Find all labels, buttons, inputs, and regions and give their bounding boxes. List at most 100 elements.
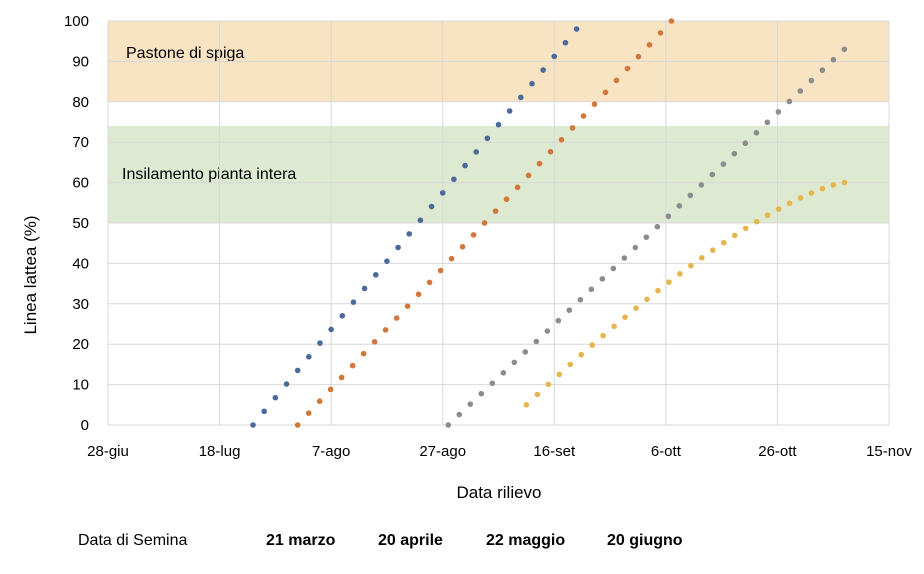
x-tick-label: 7-ago [312, 443, 350, 460]
data-point [775, 109, 782, 115]
data-point [261, 408, 268, 415]
data-point [573, 26, 580, 32]
data-point [808, 190, 815, 196]
data-point [830, 56, 837, 63]
x-tick-label: 15-nov [866, 443, 912, 460]
data-point [522, 349, 529, 355]
y-tick-label: 0 [81, 417, 89, 434]
data-point [600, 332, 606, 339]
data-point [467, 401, 474, 407]
data-point [349, 362, 356, 369]
data-point [622, 314, 628, 320]
data-point [503, 196, 510, 203]
y-tick-label: 10 [72, 377, 89, 394]
data-point [635, 53, 642, 60]
data-point [328, 326, 334, 333]
data-point [610, 265, 617, 272]
data-point [439, 190, 446, 196]
data-point [506, 108, 513, 114]
legend-item-series-4: 20 giugno [607, 532, 683, 549]
data-point [633, 305, 639, 311]
data-point [655, 287, 661, 294]
data-point [495, 121, 502, 128]
data-point [665, 213, 672, 220]
x-tick-label: 27-ago [419, 443, 466, 460]
data-point [797, 195, 804, 201]
legend-item-series-2: 20 aprile [378, 532, 443, 549]
data-point [753, 129, 760, 136]
data-point [688, 262, 694, 269]
data-point [511, 359, 518, 366]
y-tick-label: 100 [64, 13, 89, 30]
data-point [657, 30, 664, 36]
data-point [473, 149, 479, 155]
data-point [742, 140, 749, 147]
data-point [764, 119, 771, 126]
data-point [731, 150, 738, 157]
data-point [470, 232, 477, 238]
data-point [547, 148, 554, 155]
data-point [624, 65, 631, 72]
y-tick-label: 30 [72, 296, 89, 313]
data-point [709, 247, 716, 253]
data-point [709, 171, 716, 178]
data-point [841, 179, 848, 186]
data-point [797, 88, 804, 94]
y-tick-label: 90 [72, 53, 89, 70]
y-tick-label: 80 [72, 94, 89, 111]
data-point [305, 410, 312, 416]
data-point [677, 271, 683, 277]
data-point [372, 272, 379, 278]
series-2 [294, 18, 675, 428]
data-point [283, 381, 290, 387]
data-point [456, 411, 463, 418]
data-point [478, 390, 485, 397]
data-point [643, 234, 650, 240]
legend-item-series-1: 21 marzo [266, 532, 336, 549]
data-point [350, 299, 357, 305]
y-axis-title: Linea lattea (%) [21, 215, 40, 334]
data-point [544, 328, 551, 334]
data-point [786, 98, 793, 105]
data-point [742, 225, 749, 232]
data-point [523, 402, 530, 408]
data-point [514, 184, 521, 191]
data-point [536, 160, 543, 167]
legend: Data di Semina 21 marzo 20 aprile 22 mag… [0, 532, 924, 560]
data-point [602, 89, 609, 96]
data-point [720, 239, 727, 246]
y-tick-label: 40 [72, 255, 89, 272]
data-point [753, 218, 760, 225]
data-point [841, 46, 848, 53]
data-point [666, 279, 672, 285]
data-point [569, 125, 576, 131]
x-tick-label: 28-giu [87, 443, 129, 460]
data-point [819, 67, 826, 73]
data-point [632, 244, 639, 251]
series-1 [250, 26, 580, 428]
data-point [808, 77, 815, 84]
data-point [580, 113, 587, 119]
data-point [668, 18, 675, 24]
data-point [687, 192, 694, 199]
y-tick-labels: 0 10 20 30 40 50 60 70 80 90 100 [64, 13, 89, 434]
data-point [316, 398, 323, 405]
band-label-2: Insilamento pianta intera [122, 166, 296, 183]
data-point [578, 351, 585, 358]
data-point [445, 422, 452, 428]
x-tick-label: 26-ott [758, 443, 797, 460]
data-point [404, 303, 411, 309]
data-point [489, 380, 496, 387]
data-point [654, 223, 661, 230]
data-point [731, 232, 738, 239]
data-point [646, 41, 653, 48]
data-point [591, 101, 598, 107]
series-layer [250, 18, 848, 428]
data-point [533, 338, 540, 345]
data-point [551, 53, 558, 60]
legend-title: Data di Semina [78, 532, 188, 549]
data-point [437, 267, 444, 274]
data-point [361, 285, 368, 292]
x-tick-labels: 28-giu 18-lug 7-ago 27-ago 16-set 6-ott 26-ott… [87, 443, 912, 460]
data-point [698, 182, 705, 188]
